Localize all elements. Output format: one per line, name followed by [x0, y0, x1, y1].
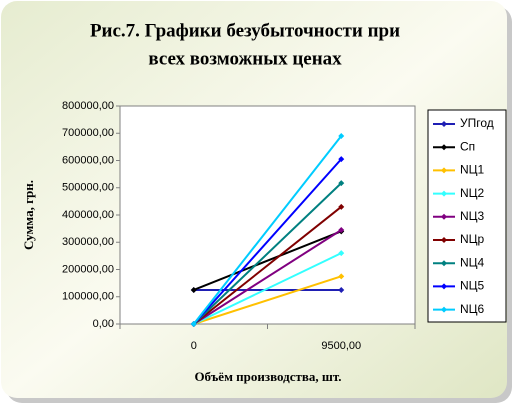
legend-marker: [441, 283, 447, 290]
legend-label: NЦ4: [460, 255, 485, 269]
legend-label: NЦ6: [460, 302, 485, 316]
series-line: [192, 135, 343, 325]
legend-label: NЦ3: [460, 209, 485, 223]
series-line: [193, 252, 342, 325]
series-line: [193, 182, 342, 325]
y-axis-label: Сумма, грн.: [21, 180, 36, 250]
point-marker: [190, 286, 197, 293]
x-tick-label: 0: [191, 340, 197, 352]
y-tick-label: 400000,00: [62, 209, 114, 221]
series-line: [193, 206, 342, 325]
series-line: [193, 158, 342, 325]
point-marker: [338, 132, 345, 139]
legend-marker: [441, 213, 447, 220]
y-tick-label: 300000,00: [62, 236, 114, 248]
point-marker: [338, 286, 345, 293]
y-tick-label: 0,00: [93, 318, 114, 330]
y-tick-label: 600000,00: [62, 154, 114, 166]
legend-marker: [441, 260, 447, 267]
point-marker: [338, 180, 345, 187]
legend-label: NЦр: [460, 232, 485, 246]
point-marker: [338, 250, 345, 257]
point-marker: [338, 203, 345, 210]
legend-label: NЦ1: [460, 163, 485, 177]
series-line: [193, 230, 342, 291]
point-marker: [338, 156, 345, 163]
chart-title: всех возможных ценах: [148, 48, 342, 69]
legend-marker: [441, 306, 447, 313]
legend-label: Сп: [460, 139, 475, 153]
legend-marker: [441, 237, 447, 243]
plot-area: [119, 105, 416, 325]
legend-marker: [441, 144, 447, 151]
chart-title: Рис.7. Графики безубыточности при: [90, 20, 400, 41]
series-line: [193, 275, 342, 325]
y-tick-label: 800000,00: [62, 100, 114, 112]
x-axis-label: Объём производства, шт.: [194, 369, 341, 384]
legend-marker: [441, 121, 447, 127]
y-tick-label: 100000,00: [62, 291, 114, 303]
y-tick-label: 700000,00: [62, 127, 114, 139]
y-tick-label: 200000,00: [62, 263, 114, 275]
point-marker: [190, 321, 197, 327]
point-marker: [338, 273, 345, 280]
legend-label: NЦ2: [460, 186, 485, 200]
legend-label: NЦ5: [460, 279, 485, 293]
legend-marker: [441, 190, 447, 197]
legend-marker: [441, 167, 447, 174]
y-tick-label: 500000,00: [62, 182, 114, 194]
legend-label: УПгод: [460, 116, 494, 130]
x-tick-label: 9500,00: [321, 340, 361, 352]
point-marker: [338, 226, 345, 233]
series-line: [193, 229, 342, 325]
